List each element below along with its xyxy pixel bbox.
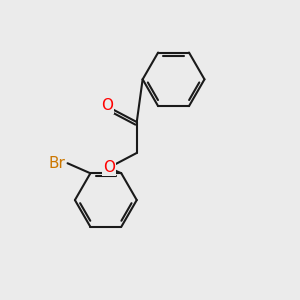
Text: O: O [103,160,115,175]
Text: Br: Br [49,156,66,171]
Text: O: O [101,98,113,113]
